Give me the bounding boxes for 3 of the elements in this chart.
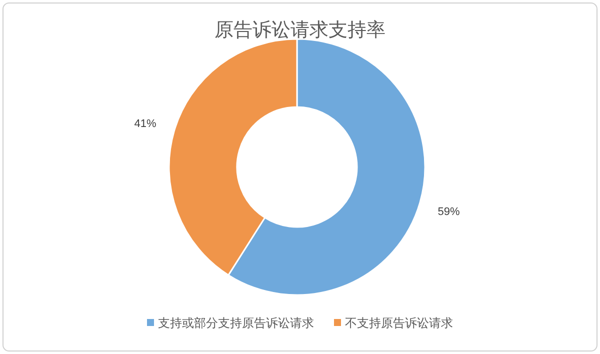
title: 原告诉讼请求支持率 bbox=[214, 20, 386, 41]
legend-label: 不支持原告诉讼请求 bbox=[345, 316, 453, 330]
legend-label: 支持或部分支持原告诉讼请求 bbox=[158, 316, 314, 330]
